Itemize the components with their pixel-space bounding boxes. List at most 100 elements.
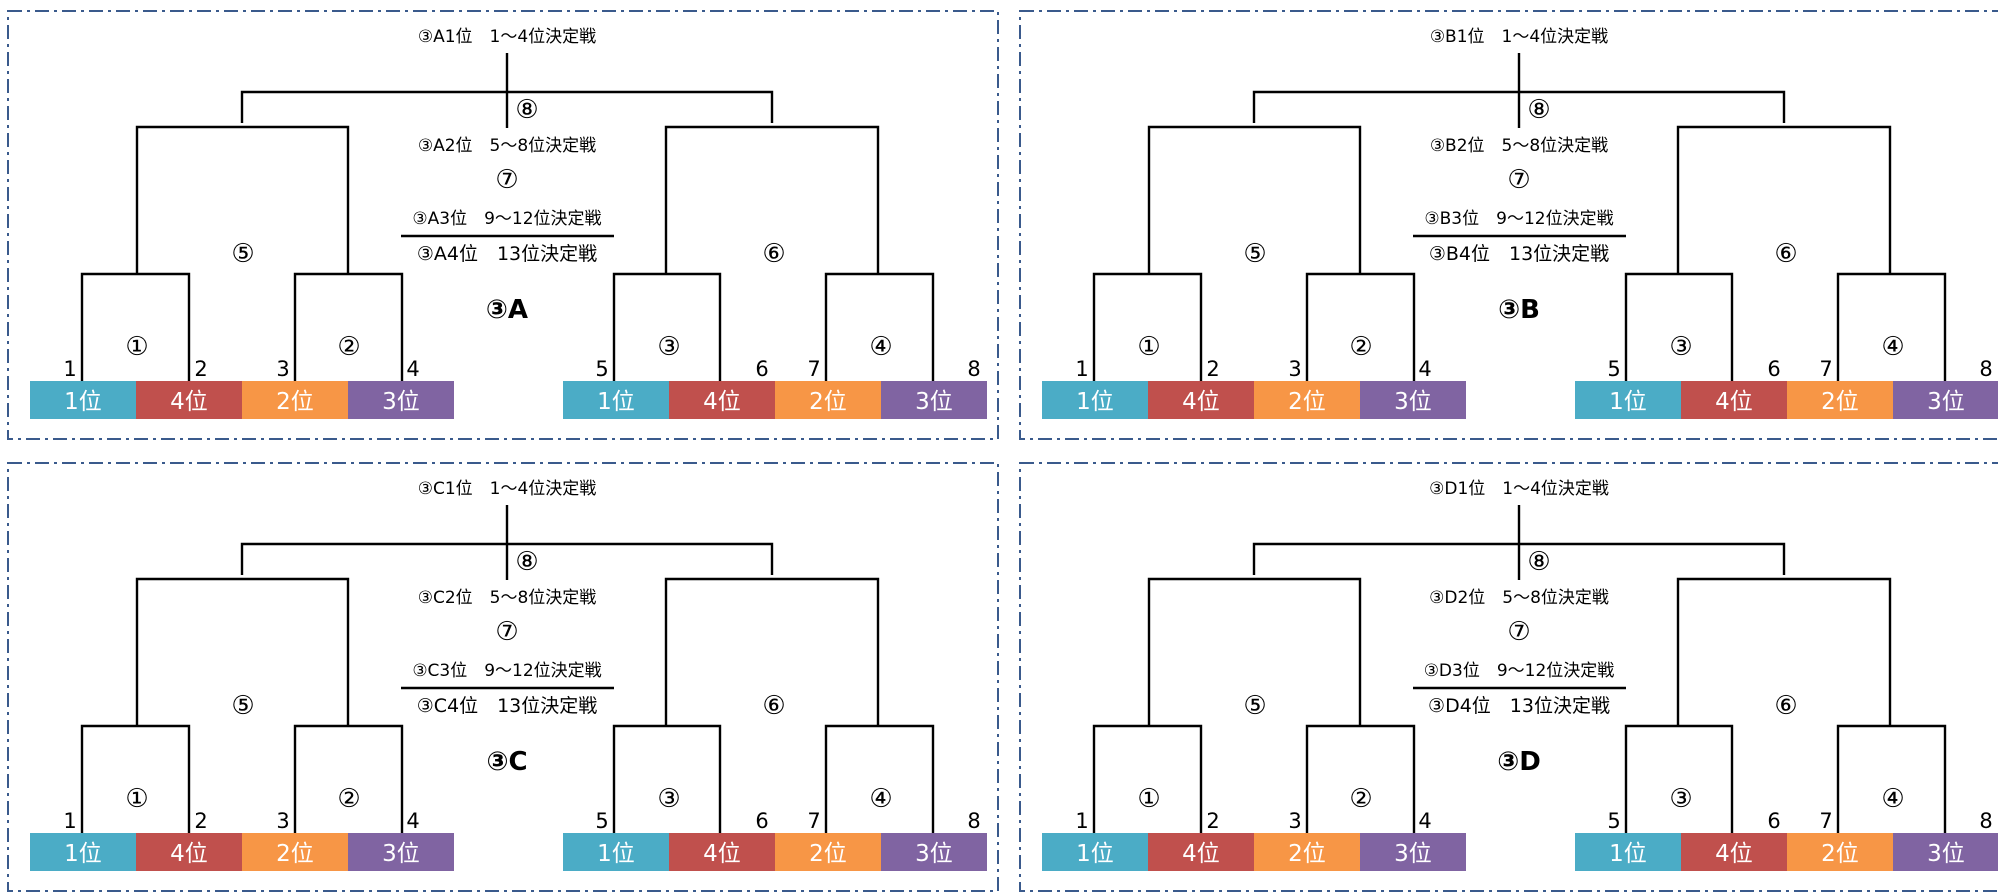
seed-number-1: 1 <box>63 809 76 833</box>
match-7-label: ⑦ <box>1507 165 1530 195</box>
rank-box <box>1575 833 1681 871</box>
rank-box <box>563 833 669 871</box>
rank-box <box>136 381 242 419</box>
title-9-12-final: ③A3位 9～12位決定戦 <box>412 209 601 229</box>
rank-box <box>1893 381 1998 419</box>
match-1-bracket <box>1092 724 1203 833</box>
rank-label: 4位 <box>1715 389 1753 415</box>
match-2-label: ② <box>1349 784 1372 814</box>
rank-box <box>669 833 775 871</box>
seed-number-2: 2 <box>1206 809 1219 833</box>
match-1-label: ① <box>1137 332 1160 362</box>
title-9-12-final: ③C3位 9～12位決定戦 <box>412 661 601 681</box>
rank-box <box>1360 381 1466 419</box>
seed-number-6: 6 <box>755 357 768 381</box>
match-5-label: ⑤ <box>1243 239 1266 269</box>
match-6-label: ⑥ <box>762 691 785 721</box>
bracket-panel-b: ③B1位 1～4位決定戦 ③B2位 5～8位決定戦 ③B3位 9～12位決定戦 ③B4… <box>1012 0 1998 443</box>
seed-number-7: 7 <box>1819 357 1832 381</box>
rank-label: 3位 <box>382 841 420 867</box>
rank-box <box>1042 381 1148 419</box>
bracket-panel-c: ③C1位 1～4位決定戦 ③C2位 5～8位決定戦 ③C3位 9～12位決定戦 ③C4… <box>0 452 1000 895</box>
rank-box <box>30 833 136 871</box>
match-6-label: ⑥ <box>762 239 785 269</box>
rank-label: 3位 <box>382 389 420 415</box>
match-2-bracket <box>1305 272 1416 381</box>
semifinal-connector <box>240 542 774 575</box>
semifinal-connector <box>240 90 774 123</box>
rank-label: 2位 <box>1821 389 1859 415</box>
match-4-bracket <box>824 724 935 833</box>
seed-number-1: 1 <box>1075 809 1088 833</box>
match-5-label: ⑤ <box>231 239 254 269</box>
semifinal-connector <box>1252 90 1786 123</box>
match-4-label: ④ <box>869 332 892 362</box>
match-7-label: ⑦ <box>495 165 518 195</box>
title-5-8-final: ③D2位 5～8位決定戦 <box>1429 588 1609 608</box>
title-9-12-final: ③D3位 9～12位決定戦 <box>1424 661 1615 681</box>
title-5-8-final: ③C2位 5～8位決定戦 <box>418 588 597 608</box>
rank-box <box>775 381 881 419</box>
match-5-bracket <box>1147 577 1362 726</box>
title-13th-final: ③C4位 13位決定戦 <box>417 695 598 717</box>
title-5-8-final: ③A2位 5～8位決定戦 <box>418 136 596 156</box>
seed-number-4: 4 <box>406 809 419 833</box>
seed-number-4: 4 <box>1418 809 1431 833</box>
seed-number-3: 3 <box>1288 809 1301 833</box>
match-2-bracket <box>293 272 404 381</box>
seed-number-5: 5 <box>1607 357 1620 381</box>
match-1-bracket <box>1092 272 1203 381</box>
title-5-8-final: ③B2位 5～8位決定戦 <box>1430 136 1608 156</box>
rank-box <box>1042 833 1148 871</box>
match-3-bracket <box>612 724 722 833</box>
seed-number-7: 7 <box>807 357 820 381</box>
match-5-label: ⑤ <box>1243 691 1266 721</box>
seed-number-5: 5 <box>1607 809 1620 833</box>
seed-number-5: 5 <box>595 809 608 833</box>
rank-box <box>1148 833 1254 871</box>
match-6-label: ⑥ <box>1774 691 1797 721</box>
match-1-label: ① <box>1137 784 1160 814</box>
rank-label: 2位 <box>276 841 314 867</box>
rank-label: 2位 <box>1288 841 1326 867</box>
rank-label: 1位 <box>1076 841 1114 867</box>
rank-label: 1位 <box>1609 841 1647 867</box>
seed-number-5: 5 <box>595 357 608 381</box>
seed-number-2: 2 <box>1206 357 1219 381</box>
rank-label: 1位 <box>64 841 102 867</box>
match-4-bracket <box>1836 724 1947 833</box>
seed-number-8: 8 <box>967 357 980 381</box>
match-3-label: ③ <box>1669 784 1692 814</box>
rank-box <box>1360 833 1466 871</box>
rank-box <box>242 833 348 871</box>
seed-number-3: 3 <box>276 357 289 381</box>
rank-box <box>1681 833 1787 871</box>
rank-label: 1位 <box>597 389 635 415</box>
match-3-label: ③ <box>657 784 680 814</box>
title-1-4-final: ③D1位 1～4位決定戦 <box>1429 479 1609 499</box>
rank-label: 3位 <box>1927 389 1965 415</box>
rank-label: 2位 <box>1821 841 1859 867</box>
rank-box <box>1254 833 1360 871</box>
rank-box <box>242 381 348 419</box>
match-3-label: ③ <box>657 332 680 362</box>
seed-number-2: 2 <box>194 357 207 381</box>
match-5-bracket <box>135 577 350 726</box>
seed-number-3: 3 <box>276 809 289 833</box>
rank-label: 4位 <box>703 841 741 867</box>
group-label: ③A <box>486 295 528 325</box>
group-label: ③B <box>1498 295 1540 325</box>
rank-label: 3位 <box>915 389 953 415</box>
panel-frame <box>1019 10 1998 440</box>
rank-box <box>348 381 454 419</box>
rank-label: 2位 <box>809 841 847 867</box>
rank-box <box>881 381 987 419</box>
match-7-label: ⑦ <box>495 617 518 647</box>
rank-label: 2位 <box>276 389 314 415</box>
seed-number-8: 8 <box>1979 357 1992 381</box>
match-2-label: ② <box>1349 332 1372 362</box>
match-3-bracket <box>1624 272 1734 381</box>
rank-label: 4位 <box>170 841 208 867</box>
